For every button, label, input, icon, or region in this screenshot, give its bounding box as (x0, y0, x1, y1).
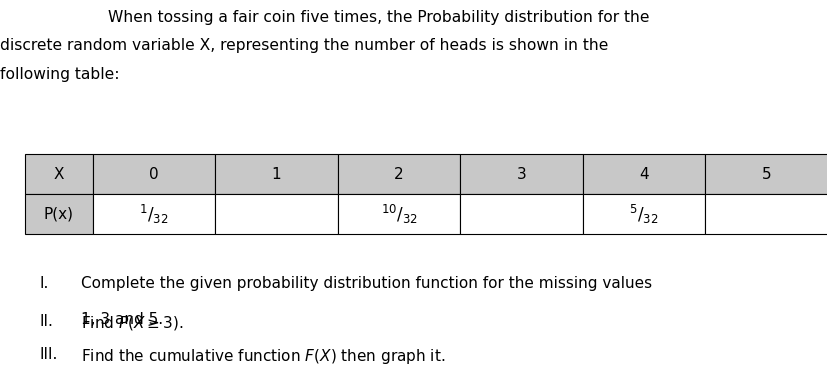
Text: II.: II. (40, 314, 54, 329)
Text: $^{1}/_{32}$: $^{1}/_{32}$ (139, 203, 169, 226)
Text: following table:: following table: (0, 67, 119, 82)
Text: 2: 2 (394, 167, 404, 182)
Text: $^{10}/_{32}$: $^{10}/_{32}$ (380, 203, 417, 226)
Text: Find $P(X \geq 3)$.: Find $P(X \geq 3)$. (81, 314, 184, 332)
Bar (582, 154, 705, 194)
Bar (460, 194, 582, 234)
Text: 5: 5 (761, 167, 771, 182)
Text: discrete random variable X, representing the number of heads is shown in the: discrete random variable X, representing… (0, 38, 608, 53)
Bar (25, 194, 93, 234)
Bar (705, 154, 827, 194)
Text: X: X (54, 167, 64, 182)
Text: 4: 4 (638, 167, 648, 182)
Text: 1: 1 (271, 167, 281, 182)
Bar (705, 194, 827, 234)
Text: 1, 3 and 5.: 1, 3 and 5. (81, 312, 163, 327)
Bar (25, 154, 93, 194)
Bar (337, 154, 460, 194)
Text: Find the cumulative function $F(X)$ then graph it.: Find the cumulative function $F(X)$ then… (81, 347, 445, 366)
Bar (460, 154, 582, 194)
Bar (215, 154, 337, 194)
Text: III.: III. (40, 347, 58, 362)
Text: When tossing a fair coin five times, the Probability distribution for the: When tossing a fair coin five times, the… (108, 10, 648, 24)
Text: 0: 0 (149, 167, 159, 182)
Bar (337, 194, 460, 234)
Text: Complete the given probability distribution function for the missing values: Complete the given probability distribut… (81, 276, 652, 291)
Text: $^{5}/_{32}$: $^{5}/_{32}$ (629, 203, 658, 226)
Text: P(x): P(x) (44, 207, 74, 222)
Bar (215, 194, 337, 234)
Bar (582, 194, 705, 234)
Text: 3: 3 (516, 167, 526, 182)
Bar (93, 194, 215, 234)
Text: I.: I. (40, 276, 49, 291)
Bar (93, 154, 215, 194)
